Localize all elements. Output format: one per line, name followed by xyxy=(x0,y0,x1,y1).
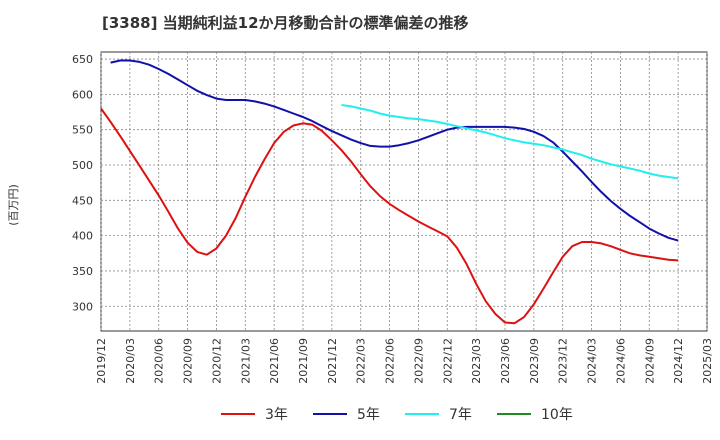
legend-label: 10年 xyxy=(541,407,573,423)
x-tick-label: 2023/06 xyxy=(499,338,512,384)
y-tick-label: 300 xyxy=(72,300,93,313)
x-tick-label: 2023/03 xyxy=(470,338,483,384)
x-tick-label: 2022/03 xyxy=(355,338,368,384)
x-tick-label: 2023/12 xyxy=(557,338,570,384)
series-line xyxy=(110,59,679,242)
y-tick-label: 650 xyxy=(72,53,93,66)
y-tick-label: 500 xyxy=(72,159,93,172)
x-tick-label: 2019/12 xyxy=(95,338,108,384)
y-tick-label: 550 xyxy=(72,124,93,137)
x-tick-label: 2024/12 xyxy=(672,338,685,384)
legend-label: 5年 xyxy=(357,407,380,423)
x-tick-label: 2024/09 xyxy=(643,338,656,384)
y-axis-label: (百万円) xyxy=(7,184,20,226)
x-tick-label: 2020/03 xyxy=(124,338,137,384)
y-tick-label: 450 xyxy=(72,194,93,207)
y-tick-label: 400 xyxy=(72,230,93,243)
series-line xyxy=(341,104,679,180)
x-tick-label: 2025/03 xyxy=(701,338,714,384)
x-tick-label: 2021/03 xyxy=(239,338,252,384)
chart-title: [3388] 当期純利益12か月移動合計の標準偏差の推移 xyxy=(102,14,469,32)
x-tick-label: 2022/09 xyxy=(412,338,425,384)
series-line xyxy=(100,107,679,325)
x-tick-label: 2024/03 xyxy=(586,338,599,384)
x-tick-label: 2022/12 xyxy=(441,338,454,384)
y-tick-label: 350 xyxy=(72,265,93,278)
legend-label: 3年 xyxy=(265,407,288,423)
x-tick-label: 2021/09 xyxy=(297,338,310,384)
plot-area xyxy=(100,51,708,332)
x-tick-label: 2022/06 xyxy=(384,338,397,384)
x-tick-label: 2020/06 xyxy=(153,338,166,384)
x-tick-label: 2023/09 xyxy=(528,338,541,384)
x-tick-label: 2021/12 xyxy=(326,338,339,384)
x-tick-label: 2020/09 xyxy=(182,338,195,384)
x-tick-label: 2020/12 xyxy=(210,338,223,384)
legend-label: 7年 xyxy=(449,407,472,423)
x-tick-label: 2024/06 xyxy=(614,338,627,384)
y-tick-label: 600 xyxy=(72,88,93,101)
x-tick-label: 2021/06 xyxy=(268,338,281,384)
